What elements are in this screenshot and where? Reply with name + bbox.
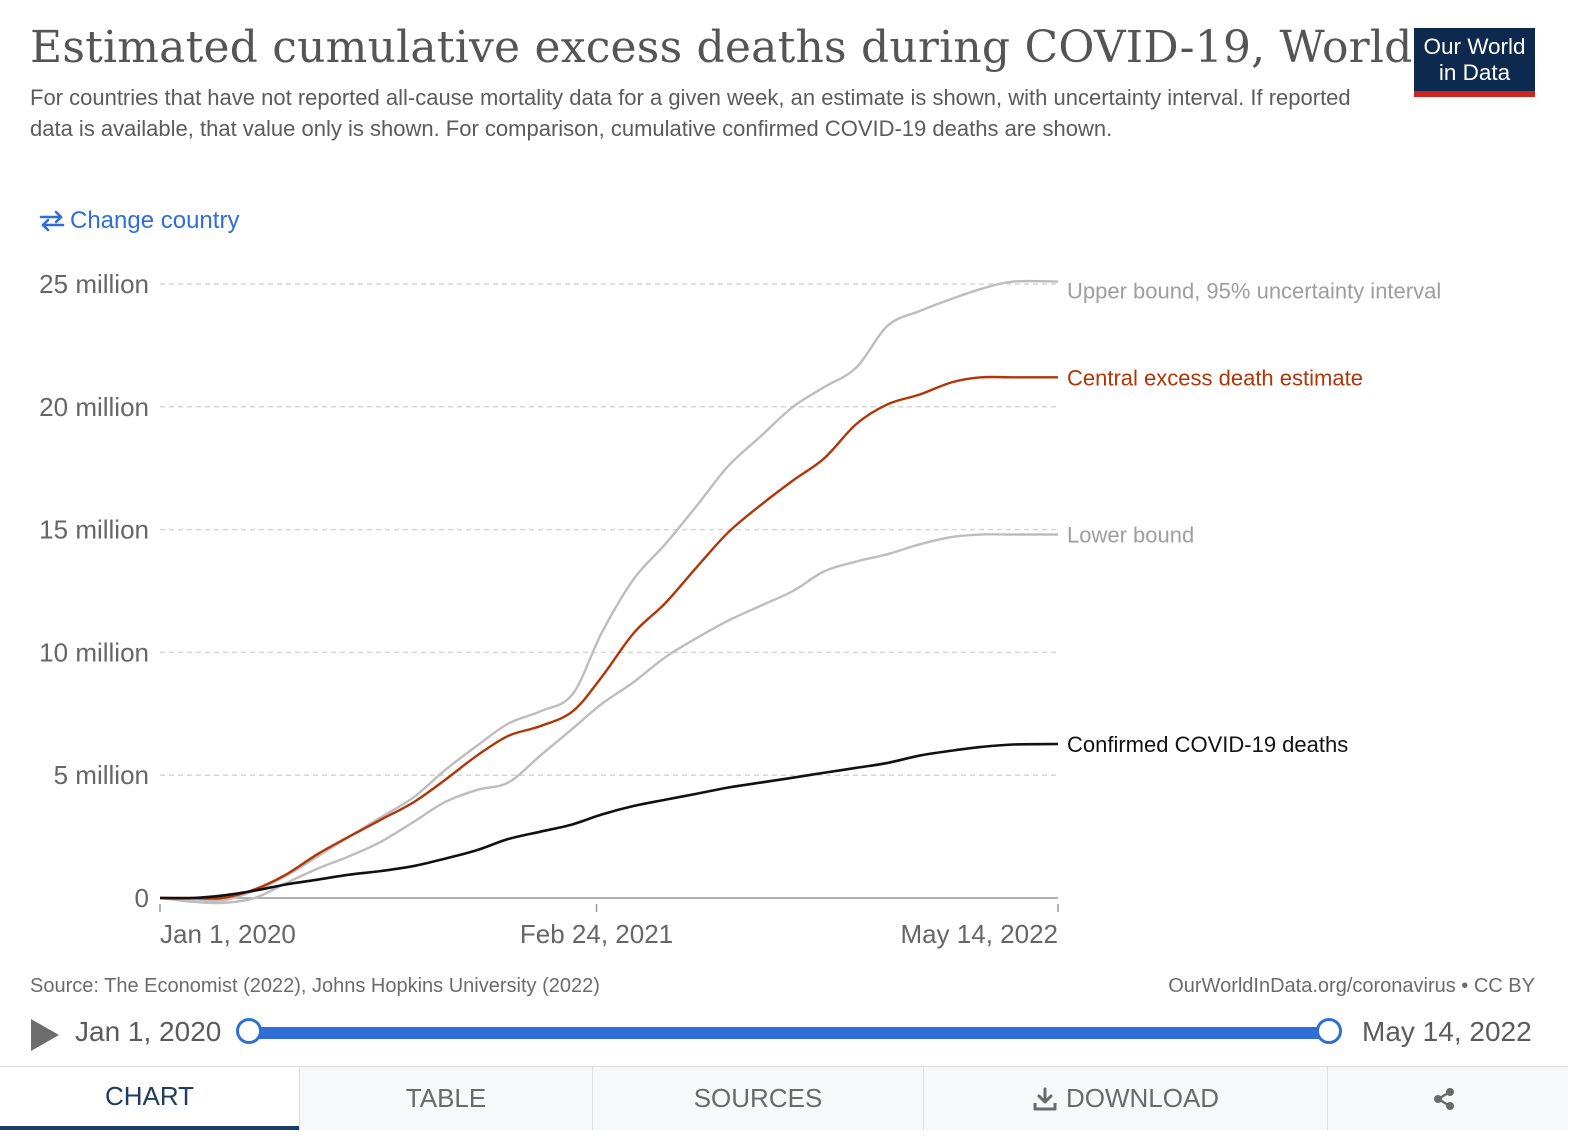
series-line[interactable]	[159, 279, 1059, 903]
tab-sources-label: SOURCES	[693, 1083, 823, 1113]
timeline-end-label: May 14, 2022	[1362, 1016, 1532, 1047]
tab-table-label: TABLE	[405, 1083, 487, 1113]
timeline-end-handle[interactable]	[1316, 1018, 1342, 1044]
x-tick-label: May 14, 2022	[900, 919, 1058, 949]
y-tick-label: 25 million	[39, 269, 149, 299]
logo-line-1: Our World	[1423, 34, 1526, 59]
timeline-start-label: Jan 1, 2020	[75, 1016, 222, 1047]
tab-download[interactable]: DOWNLOAD	[923, 1067, 1327, 1130]
tab-chart[interactable]: CHART	[0, 1067, 299, 1130]
series-line[interactable]	[159, 533, 1058, 905]
tab-table[interactable]: TABLE	[299, 1067, 592, 1130]
y-tick-label: 5 million	[54, 760, 149, 790]
change-country-label: Change country	[70, 207, 240, 234]
attribution-link[interactable]: OurWorldInData.org/coronavirus • CC BY	[1168, 975, 1535, 997]
tab-bar: CHART TABLE SOURCES DOWNLOAD	[0, 1066, 1568, 1130]
series-label[interactable]: Upper bound, 95% uncertainty interval	[1067, 279, 1441, 304]
x-axis: Jan 1, 2020 Feb 24, 2021 May 14, 2022	[159, 897, 1059, 949]
play-icon[interactable]	[31, 1019, 59, 1051]
download-icon	[1033, 1087, 1057, 1110]
logo-line-2: in Data	[1438, 60, 1511, 85]
owid-logo[interactable]: Our World in Data	[1414, 28, 1535, 97]
y-axis-ticks: 0 5 million 10 million 15 million 20 million…	[39, 269, 149, 913]
swap-arrows-icon	[39, 210, 65, 232]
series-line[interactable]	[160, 375, 1058, 900]
share-icon	[1434, 1087, 1454, 1110]
y-tick-label: 20 million	[39, 392, 149, 422]
x-tick-label: Feb 24, 2021	[520, 919, 673, 949]
source-note[interactable]: Source: The Economist (2022), Johns Hopk…	[30, 975, 600, 997]
y-tick-label: 10 million	[39, 637, 149, 667]
chart-subtitle: For countries that have not reported all…	[30, 85, 1351, 141]
tab-share[interactable]	[1327, 1067, 1568, 1130]
tab-download-label: DOWNLOAD	[1065, 1083, 1220, 1113]
timeline-slider-track[interactable]	[249, 1027, 1330, 1039]
tab-sources[interactable]: SOURCES	[592, 1067, 923, 1130]
timeline-start-handle[interactable]	[236, 1018, 262, 1044]
x-tick-label: Jan 1, 2020	[160, 919, 296, 949]
chart-title: Estimated cumulative excess deaths durin…	[30, 22, 1413, 73]
line-chart: 0 5 million 10 million 15 million 20 million…	[39, 269, 1441, 949]
tab-chart-label: CHART	[104, 1081, 195, 1111]
y-tick-label: 0	[135, 883, 149, 913]
series-label[interactable]: Confirmed COVID-19 deaths	[1067, 732, 1348, 757]
series-labels: Upper bound, 95% uncertainty interval Cen…	[1067, 279, 1441, 757]
change-country-button[interactable]: Change country	[38, 207, 239, 235]
series-lines	[159, 279, 1059, 905]
series-label[interactable]: Lower bound	[1067, 523, 1194, 548]
gridlines	[160, 283, 1058, 776]
y-tick-label: 15 million	[39, 515, 149, 545]
series-line[interactable]	[159, 742, 1059, 900]
series-label[interactable]: Central excess death estimate	[1067, 365, 1363, 390]
